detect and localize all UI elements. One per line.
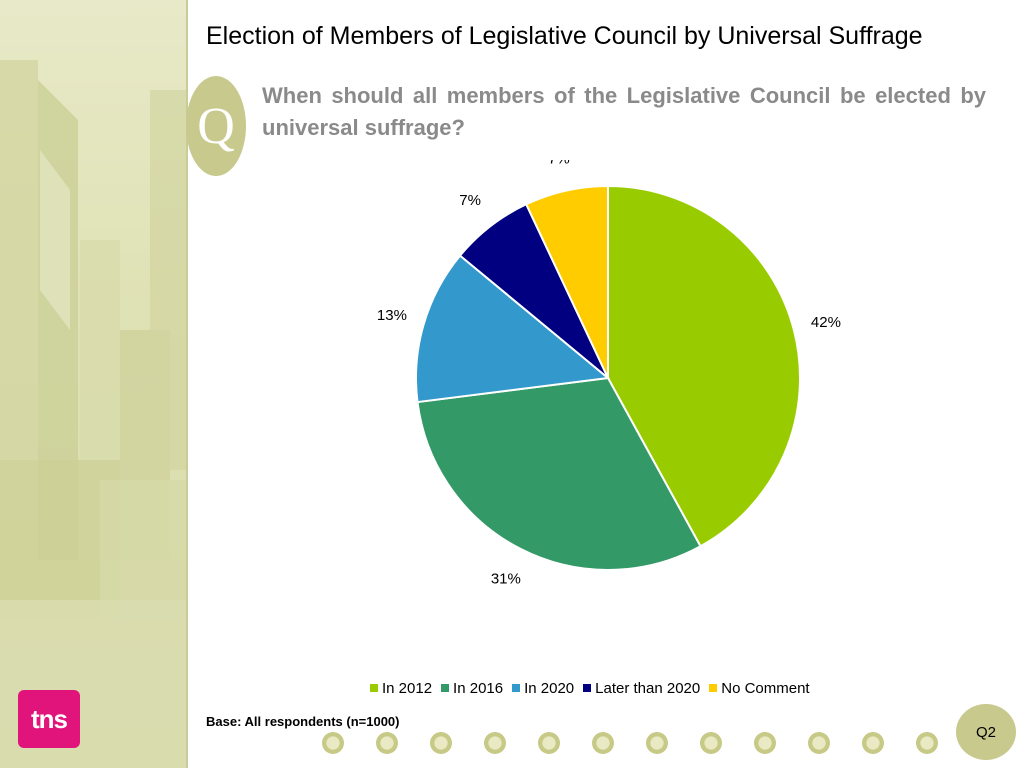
slice-data-label: 42% [811, 314, 841, 331]
legend-label: In 2016 [453, 679, 504, 697]
decorative-dot [430, 732, 452, 754]
slice-data-label: 13% [377, 307, 407, 324]
legend-item: Later than 2020 [583, 680, 700, 697]
pie-slice [607, 184, 801, 548]
decorative-dot [700, 732, 722, 754]
question-badge: Q [186, 76, 246, 176]
pie-slice [415, 254, 611, 404]
page-badge: Q2 [956, 704, 1016, 760]
decorative-side-panel [0, 0, 188, 768]
decorative-dot [754, 732, 776, 754]
legend-label: In 2020 [524, 679, 575, 697]
decorative-dot [862, 732, 884, 754]
pie-chart: 42% 31% 13% 7% 7% [377, 160, 841, 587]
legend-swatch [512, 684, 521, 692]
legend-item: In 2012 [370, 680, 432, 697]
decorative-dot [916, 732, 938, 754]
decorative-dot [322, 732, 344, 754]
decorative-dot [808, 732, 830, 754]
page-title: Election of Members of Legislative Counc… [206, 22, 923, 50]
legend-swatch [441, 684, 450, 692]
tns-logo: tns [18, 690, 80, 748]
decorative-dot [484, 732, 506, 754]
legend-label: No Comment [721, 679, 810, 697]
pie-slice [416, 376, 702, 571]
panel-divider [186, 0, 188, 768]
decorative-dot [592, 732, 614, 754]
decorative-dot [376, 732, 398, 754]
legend-label: Later than 2020 [595, 679, 701, 697]
base-note: Base: All respondents (n=1000) [206, 714, 400, 729]
decorative-dot [538, 732, 560, 754]
question-text: When should all members of the Legislati… [262, 83, 986, 140]
pie-slice [524, 184, 609, 379]
slice-data-label: 7% [548, 160, 570, 167]
decorative-dot [646, 732, 668, 754]
slice-data-label: 31% [491, 570, 521, 587]
legend-swatch [583, 684, 592, 692]
city-skyline-image [0, 60, 188, 768]
navigation-dots [322, 732, 938, 754]
chart-legend: In 2012 In 2016 In 2020 Later than 2020 No C… [370, 678, 810, 698]
slice-data-label: 7% [459, 192, 481, 209]
legend-swatch [370, 684, 378, 692]
legend-label: In 2012 [382, 679, 433, 697]
legend-swatch [709, 684, 718, 692]
legend-item: No Comment [709, 679, 810, 697]
legend-item: In 2016 [441, 680, 503, 697]
legend-item: In 2020 [512, 680, 574, 697]
